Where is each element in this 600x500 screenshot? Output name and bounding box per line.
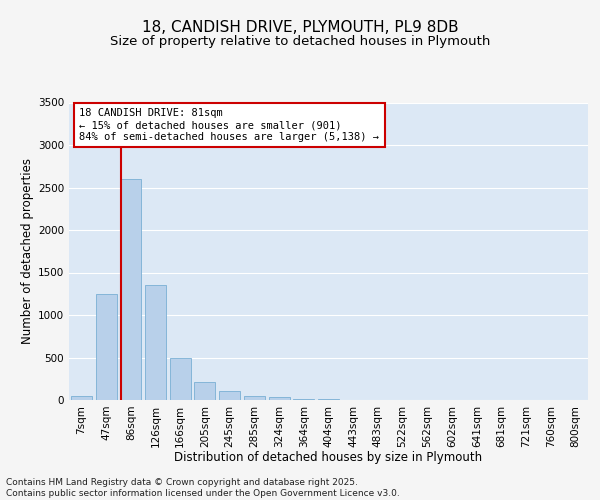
Bar — [269, 398, 290, 400]
Bar — [293, 398, 314, 400]
Text: 18, CANDISH DRIVE, PLYMOUTH, PL9 8DB: 18, CANDISH DRIVE, PLYMOUTH, PL9 8DB — [142, 20, 458, 35]
Bar — [95, 294, 116, 400]
Text: Size of property relative to detached houses in Plymouth: Size of property relative to detached ho… — [110, 35, 490, 48]
Bar — [170, 358, 191, 400]
Bar — [120, 179, 141, 400]
Bar — [219, 390, 240, 400]
Bar — [194, 382, 215, 400]
X-axis label: Distribution of detached houses by size in Plymouth: Distribution of detached houses by size … — [175, 451, 482, 464]
Bar — [244, 396, 265, 400]
Text: Contains HM Land Registry data © Crown copyright and database right 2025.
Contai: Contains HM Land Registry data © Crown c… — [6, 478, 400, 498]
Text: 18 CANDISH DRIVE: 81sqm
← 15% of detached houses are smaller (901)
84% of semi-d: 18 CANDISH DRIVE: 81sqm ← 15% of detache… — [79, 108, 379, 142]
Bar — [145, 285, 166, 400]
Bar — [71, 396, 92, 400]
Y-axis label: Number of detached properties: Number of detached properties — [21, 158, 34, 344]
